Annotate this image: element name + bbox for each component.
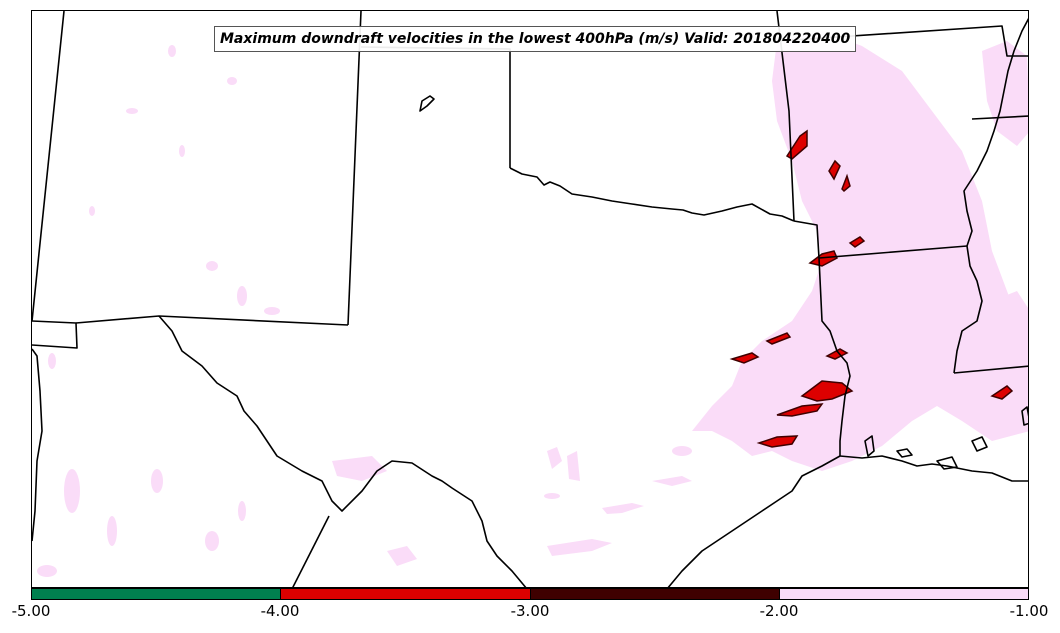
east-upper-shading: [982, 41, 1028, 146]
west-speckle-9: [206, 261, 218, 271]
west-edge-speckle: [48, 353, 56, 369]
core-5: [729, 352, 760, 364]
gulf-coast: [839, 455, 1028, 482]
southwest-patch-2: [387, 546, 417, 566]
tx-nm-south-border: [75, 315, 349, 326]
arkansas-west-border: [793, 220, 820, 259]
light-downdraft-regions: [37, 31, 1028, 577]
lake-sabine: [864, 435, 875, 457]
eastern-shading-band: [692, 31, 1028, 471]
new-mexico-west-border: [32, 11, 65, 322]
colorbar-segment-dark-red: [530, 589, 780, 599]
lake-small: [419, 95, 435, 112]
tennessee-border: [971, 115, 1028, 120]
red-river: [509, 167, 795, 222]
new-mexico-south-border: [32, 320, 78, 349]
louisiana-east-border: [953, 365, 1028, 374]
northwest-speckle-3: [227, 77, 237, 85]
colorbar-segment-green: [32, 589, 282, 599]
south-patch: [547, 447, 562, 469]
west-speckle-3: [151, 469, 163, 493]
colorbar-tick-label: -3.00: [510, 602, 550, 620]
louisiana-north-border: [818, 245, 968, 259]
east-mid-shading: [992, 291, 1028, 366]
south-patch-2: [567, 451, 580, 481]
core-10: [756, 435, 799, 448]
west-speckle-1: [64, 469, 80, 513]
mexico-border-west: [32, 348, 43, 542]
northwest-speckle-4: [168, 45, 176, 57]
core-6: [765, 332, 792, 345]
state-boundaries: [32, 11, 1028, 587]
central-speckle-2: [544, 493, 560, 499]
coastal-island: [971, 436, 988, 452]
texas-gulf-coast: [667, 455, 841, 587]
gulf-streak-1: [547, 539, 612, 556]
new-mexico-east-border: [347, 11, 362, 326]
core-3: [841, 173, 851, 193]
southwest-patch-1: [332, 456, 387, 481]
west-speckle-8: [237, 286, 247, 306]
chihuahua-line: [292, 515, 330, 587]
gulf-streak-3: [652, 476, 692, 486]
core-12: [848, 236, 866, 248]
west-speckle-5: [238, 501, 246, 521]
missouri-south-border: [776, 25, 1028, 57]
colorbar-segment-pink: [779, 589, 1028, 599]
rio-grande: [158, 315, 527, 587]
colorbar-tick-label: -4.00: [260, 602, 300, 620]
colorbar-tick-label: -2.00: [759, 602, 799, 620]
oklahoma-panhandle: [360, 46, 511, 168]
northwest-speckle-5: [89, 206, 95, 216]
west-speckle-7: [264, 307, 280, 315]
west-speckle-6: [37, 565, 57, 577]
northwest-speckle-1: [126, 108, 138, 114]
texas-east-border: [818, 257, 851, 456]
core-7: [825, 348, 849, 360]
coastal-bay-3: [1021, 406, 1028, 426]
core-8: [800, 380, 854, 402]
colorbar-segment-red: [281, 589, 531, 599]
gulf-streak-2: [602, 503, 644, 514]
northwest-speckle-2: [179, 145, 185, 157]
map-canvas: [32, 11, 1028, 587]
west-speckle-4: [205, 531, 219, 551]
core-11: [990, 385, 1014, 400]
core-9: [776, 403, 824, 417]
central-speckle-1: [672, 446, 692, 456]
coastal-bay-1: [896, 448, 913, 458]
colorbar: [31, 588, 1029, 600]
core-2: [828, 159, 841, 181]
map-panel: Maximum downdraft velocities in the lowe…: [31, 10, 1029, 588]
colorbar-tick-label: -1.00: [1009, 602, 1049, 620]
coastal-bay-2: [936, 456, 958, 470]
west-speckle-2: [107, 516, 117, 546]
map-title: Maximum downdraft velocities in the lowe…: [214, 26, 857, 52]
colorbar-tick-label: -5.00: [11, 602, 51, 620]
mississippi-river: [953, 18, 1028, 374]
